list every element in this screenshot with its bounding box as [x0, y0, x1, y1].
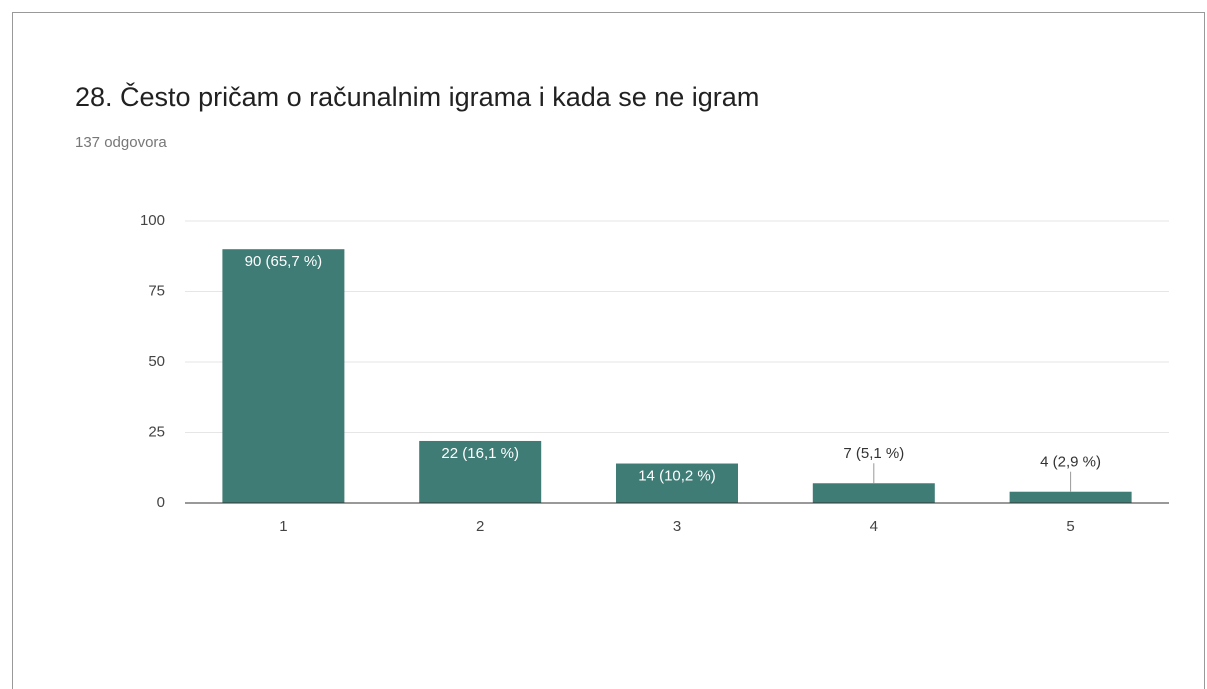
x-tick-label: 2	[476, 518, 484, 535]
x-tick-label: 4	[870, 518, 878, 535]
bar	[222, 249, 345, 503]
value-label: 22 (16,1 %)	[441, 445, 519, 462]
y-tick-label: 50	[148, 353, 165, 370]
chart-subtitle: 137 odgovora	[75, 134, 167, 151]
x-tick-label: 5	[1066, 518, 1074, 535]
value-label: 4 (2,9 %)	[1040, 454, 1101, 471]
bar	[812, 483, 935, 503]
bar	[419, 440, 542, 503]
y-tick-label: 0	[157, 494, 165, 511]
chart-title: 28. Često pričam o računalnim igrama i k…	[75, 81, 759, 112]
value-label: 14 (10,2 %)	[638, 467, 716, 484]
value-label: 90 (65,7 %)	[245, 253, 323, 270]
x-tick-label: 3	[673, 518, 681, 535]
bar	[616, 463, 738, 503]
bar	[1009, 491, 1132, 503]
x-tick-label: 1	[279, 518, 287, 535]
card	[12, 12, 1205, 689]
y-tick-label: 75	[148, 282, 165, 299]
value-label: 7 (5,1 %)	[843, 445, 904, 462]
y-tick-label: 25	[148, 423, 165, 440]
y-tick-label: 100	[140, 212, 165, 229]
